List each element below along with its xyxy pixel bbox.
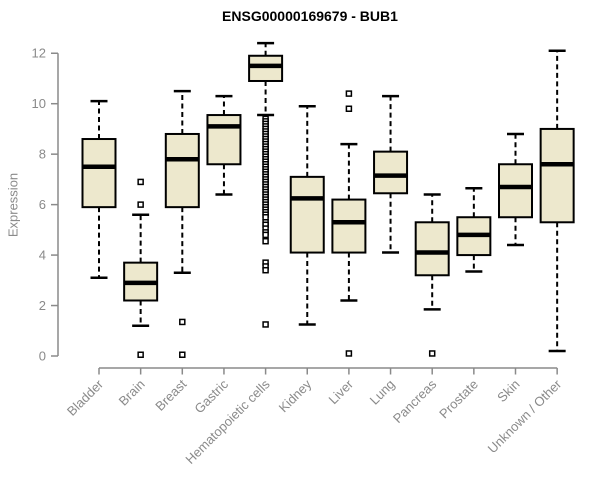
- iqr-box: [81, 138, 117, 209]
- iqr-box: [206, 114, 242, 166]
- x-axis-label-bladder: Bladder: [64, 376, 107, 419]
- box-bladder: [81, 99, 117, 280]
- iqr-box: [248, 54, 284, 82]
- x-axis-label-breast: Breast: [152, 376, 189, 413]
- outlier-point: [137, 201, 144, 208]
- y-tick-label: 0: [39, 349, 46, 364]
- box-breast: [164, 89, 200, 358]
- outlier-point: [428, 350, 436, 357]
- outlier-point: [262, 237, 269, 245]
- outlier-point: [262, 321, 269, 328]
- iqr-box: [539, 127, 575, 224]
- y-tick-label: 2: [39, 298, 46, 313]
- x-axis-label-skin: Skin: [494, 377, 522, 405]
- outlier-point: [137, 351, 144, 358]
- y-tick-label: 12: [32, 46, 46, 61]
- x-axis: [98, 367, 558, 375]
- outlier-point: [137, 178, 144, 186]
- x-axis-label-liver: Liver: [325, 376, 356, 407]
- y-axis: [51, 52, 59, 357]
- outlier-point: [345, 105, 353, 112]
- box-pancreas: [414, 193, 450, 357]
- iqr-box: [164, 132, 200, 209]
- outlier-point: [179, 318, 186, 326]
- outlier-point: [262, 266, 269, 274]
- outlier-point: [345, 350, 353, 357]
- y-tick-label: 8: [39, 147, 46, 162]
- iqr-box: [498, 163, 533, 219]
- box-kidney: [289, 104, 325, 326]
- y-tick-label: 10: [32, 96, 46, 111]
- iqr-box: [373, 150, 409, 195]
- box-prostate: [456, 186, 492, 273]
- chart-title: ENSG00000169679 - BUB1: [222, 8, 398, 24]
- iqr-box: [331, 198, 367, 254]
- x-axis-label-pancreas: Pancreas: [390, 376, 440, 426]
- x-axis-label-prostate: Prostate: [436, 377, 481, 422]
- iqr-box: [414, 221, 450, 277]
- outlier-point: [262, 231, 269, 239]
- y-tick-label: 6: [39, 197, 46, 212]
- x-axis-label-brain: Brain: [116, 377, 148, 409]
- x-axis-label-kidney: Kidney: [276, 376, 315, 415]
- box-skin: [498, 132, 533, 247]
- x-axis-label-gastric: Gastric: [191, 376, 231, 416]
- outlier-point: [345, 90, 353, 97]
- box-brain: [123, 178, 159, 358]
- box-lung: [373, 94, 409, 254]
- box-liver: [331, 90, 367, 357]
- outlier-point: [179, 351, 186, 358]
- box-gastric: [206, 94, 242, 196]
- x-axis-label-unknown-other: Unknown / Other: [485, 376, 565, 456]
- box-hematopoietic-cells: [248, 41, 284, 328]
- x-axis-label-lung: Lung: [367, 377, 398, 408]
- box-unknown-other: [539, 49, 575, 353]
- iqr-box: [289, 175, 325, 254]
- y-tick-label: 4: [39, 248, 46, 263]
- outlier-point: [262, 213, 269, 221]
